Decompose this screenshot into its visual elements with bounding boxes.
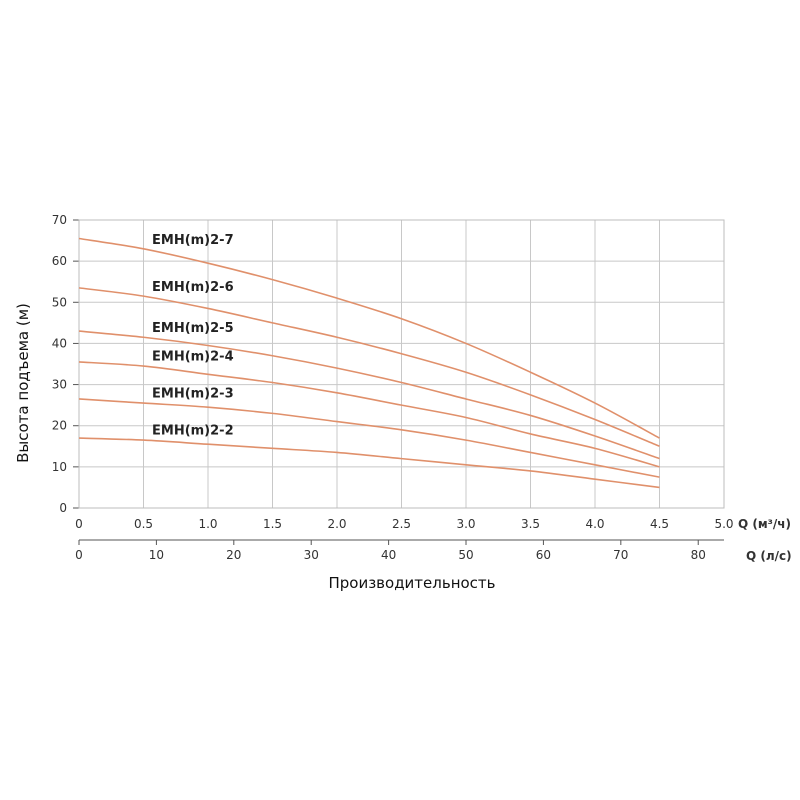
- x-primary-tick-label: 2.5: [392, 517, 411, 531]
- x-primary-tick-label: 4.5: [650, 517, 669, 531]
- x-secondary-tick-label: 70: [613, 548, 628, 562]
- y-tick-label: 20: [52, 419, 67, 433]
- x-primary-tick-label: 4.0: [585, 517, 604, 531]
- x-primary-tick-label: 0.5: [134, 517, 153, 531]
- x-secondary-tick-label: 40: [381, 548, 396, 562]
- y-tick-label: 0: [59, 501, 67, 515]
- x-primary-tick-label: 3.5: [521, 517, 540, 531]
- x-primary-tick-label: 5.0: [714, 517, 733, 531]
- series-label: EMH(m)2-6: [152, 280, 234, 295]
- series-curve: [78, 398, 660, 478]
- y-tick-label: 30: [52, 378, 67, 392]
- series-label: EMH(m)2-3: [152, 386, 234, 401]
- x-secondary-tick-label: 60: [536, 548, 551, 562]
- x-secondary-tick-label: 0: [75, 548, 83, 562]
- y-tick-label: 70: [52, 213, 67, 227]
- x-primary-tick-label: 0: [75, 517, 83, 531]
- x-secondary-tick-label: 80: [691, 548, 706, 562]
- x-secondary-tick-label: 20: [226, 548, 241, 562]
- x-axis-primary-unit: Q (м³/ч): [738, 517, 791, 531]
- x-axis-secondary: 0 10 20 30 40 50 60 70 80: [75, 539, 724, 562]
- grid: [73, 219, 725, 509]
- x-axis-secondary-unit: Q (л/с): [746, 549, 792, 563]
- x-primary-tick-label: 1.5: [263, 517, 282, 531]
- plot-frame: [78, 219, 725, 509]
- y-axis-title: Высота подъема (м): [14, 303, 32, 463]
- series-labels: EMH(m)2-7 EMH(m)2-6 EMH(m)2-5 EMH(m)2-4 EMH(…: [152, 233, 234, 438]
- series-label: EMH(m)2-4: [152, 349, 234, 364]
- y-axis-ticks: 0 10 20 30 40 50 60 70: [52, 213, 67, 515]
- series-label: EMH(m)2-7: [152, 233, 234, 248]
- series-curve: [78, 237, 660, 439]
- x-primary-tick-label: 1.0: [198, 517, 217, 531]
- x-primary-tick-label: 2.0: [327, 517, 346, 531]
- x-secondary-tick-label: 10: [149, 548, 164, 562]
- y-tick-label: 60: [52, 254, 67, 268]
- curves: [78, 237, 660, 489]
- x-secondary-tick-label: 50: [458, 548, 473, 562]
- x-primary-tick-label: 3.0: [456, 517, 475, 531]
- x-secondary-tick-label: 30: [304, 548, 319, 562]
- x-axis-primary-ticks: 0 0.5 1.0 1.5 2.0 2.5 3.0 3.5 4.0 4.5 5.0: [75, 517, 733, 531]
- x-axis-title: Производительность: [328, 574, 495, 592]
- series-curve: [78, 287, 660, 448]
- series-label: EMH(m)2-5: [152, 321, 234, 336]
- series-curve: [78, 330, 660, 460]
- series-label: EMH(m)2-2: [152, 423, 234, 438]
- y-tick-label: 50: [52, 295, 67, 309]
- y-tick-label: 10: [52, 460, 67, 474]
- series-curve: [78, 361, 660, 468]
- y-tick-label: 40: [52, 336, 67, 350]
- series-curve: [78, 437, 660, 489]
